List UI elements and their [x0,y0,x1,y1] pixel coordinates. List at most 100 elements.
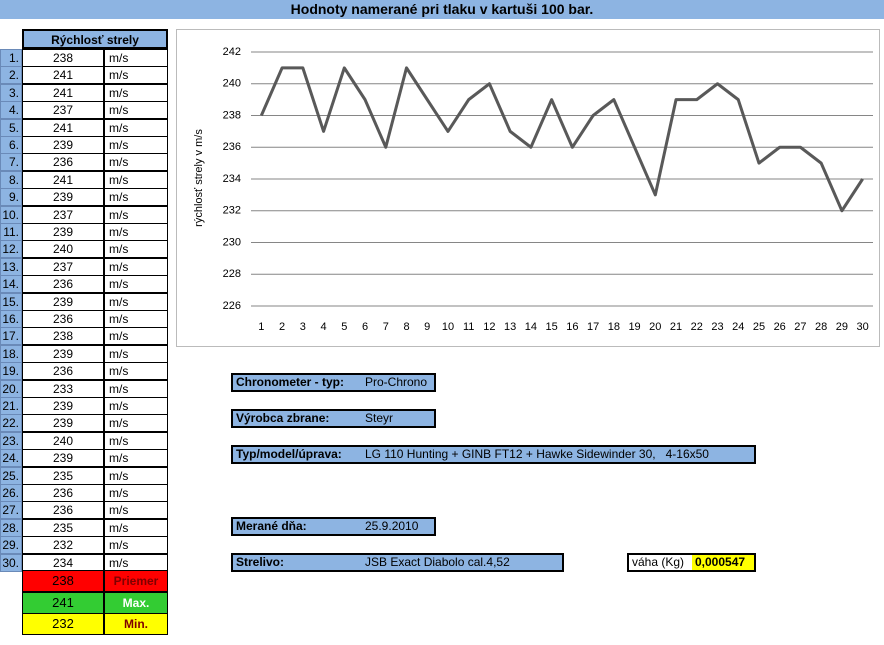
info-label: Výrobca zbrane: [236,411,330,425]
speed-value: 239 [22,414,104,433]
x-tick-label: 18 [608,321,620,333]
row-label: 12. [0,240,22,259]
unit: m/s [104,344,168,363]
unit: m/s [104,466,168,485]
info-box: Strelivo: JSB Exact Diabolo cal.4,52 [231,553,564,572]
speed-value: 236 [22,310,104,328]
weight-label: váha (Kg) [627,553,694,572]
chart: rýchlosť strely v m/s 226228230232234236… [176,29,880,347]
summary-label: Priemer [104,570,168,592]
y-tick-label: 240 [223,78,241,90]
speed-value: 237 [22,101,104,120]
info-box: Typ/model/úprava: LG 110 Hunting + GINB F… [231,445,756,464]
sheet-title: Hodnoty namerané pri tlaku v kartuši 100… [0,0,884,19]
x-tick-label: 17 [587,321,599,333]
unit: m/s [104,66,168,85]
x-tick-label: 28 [815,321,827,333]
x-tick-label: 23 [711,321,723,333]
unit: m/s [104,240,168,259]
speed-value: 237 [22,257,104,276]
y-tick-label: 232 [223,205,241,217]
unit: m/s [104,101,168,120]
unit: m/s [104,310,168,328]
row-label: 13. [0,257,22,276]
x-tick-label: 26 [774,321,786,333]
unit: m/s [104,292,168,311]
unit: m/s [104,136,168,154]
speed-value: 232 [22,536,104,555]
x-tick-label: 15 [546,321,558,333]
speed-value: 241 [22,118,104,137]
speed-value: 239 [22,188,104,207]
unit: m/s [104,49,168,67]
unit: m/s [104,379,168,398]
x-tick-label: 8 [403,321,409,333]
summary-value: 238 [22,570,104,592]
info-label: Typ/model/úprava: [236,447,342,461]
row-label: 14. [0,275,22,294]
unit: m/s [104,327,168,346]
row-label: 17. [0,327,22,346]
unit: m/s [104,205,168,224]
x-tick-label: 19 [628,321,640,333]
row-label: 11. [0,223,22,241]
speed-value: 239 [22,449,104,468]
row-label: 23. [0,431,22,450]
speed-value: 238 [22,49,104,67]
info-box: Výrobca zbrane: Steyr [231,409,436,428]
info-label: Merané dňa: [236,519,307,533]
y-tick-label: 238 [223,109,241,121]
unit: m/s [104,501,168,520]
x-tick-label: 24 [732,321,744,333]
x-tick-label: 13 [504,321,516,333]
info-value: Pro-Chrono [365,375,428,389]
x-tick-label: 10 [442,321,454,333]
row-label: 4. [0,101,22,120]
unit: m/s [104,170,168,189]
x-tick-label: 4 [321,321,327,333]
info-value: LG 110 Hunting + GINB FT12 + Hawke Sidew… [365,447,709,461]
unit: m/s [104,449,168,468]
info-box: Chronometer - typ: Pro-Chrono [231,373,436,392]
unit: m/s [104,553,168,572]
weight-value: 0,000547 [692,553,756,572]
row-label: 27. [0,501,22,520]
speed-value: 234 [22,553,104,572]
x-tick-label: 12 [483,321,495,333]
speed-value: 237 [22,205,104,224]
y-tick-label: 242 [223,46,241,58]
table-header: Rýchlosť strely [22,29,168,49]
unit: m/s [104,223,168,241]
x-tick-label: 21 [670,321,682,333]
x-tick-label: 30 [857,321,869,333]
speed-value: 239 [22,344,104,363]
unit: m/s [104,536,168,555]
info-value: JSB Exact Diabolo cal.4,52 [365,555,510,569]
row-label: 28. [0,518,22,537]
x-tick-label: 20 [649,321,661,333]
speed-value: 235 [22,466,104,485]
unit: m/s [104,431,168,450]
x-tick-label: 16 [566,321,578,333]
unit: m/s [104,118,168,137]
summary-label: Max. [104,591,168,614]
summary-value: 232 [22,613,104,635]
x-tick-label: 2 [279,321,285,333]
info-value: 25.9.2010 [365,519,419,533]
unit: m/s [104,275,168,294]
row-label: 18. [0,344,22,363]
unit: m/s [104,397,168,415]
x-tick-label: 6 [362,321,368,333]
summary-value: 241 [22,591,104,614]
speed-value: 236 [22,484,104,502]
x-tick-label: 27 [794,321,806,333]
summary-label: Min. [104,613,168,635]
row-label: 10. [0,205,22,224]
speed-value: 239 [22,136,104,154]
row-label: 29. [0,536,22,555]
row-label: 6. [0,136,22,154]
row-label: 21. [0,397,22,415]
unit: m/s [104,188,168,207]
speed-value: 241 [22,66,104,85]
